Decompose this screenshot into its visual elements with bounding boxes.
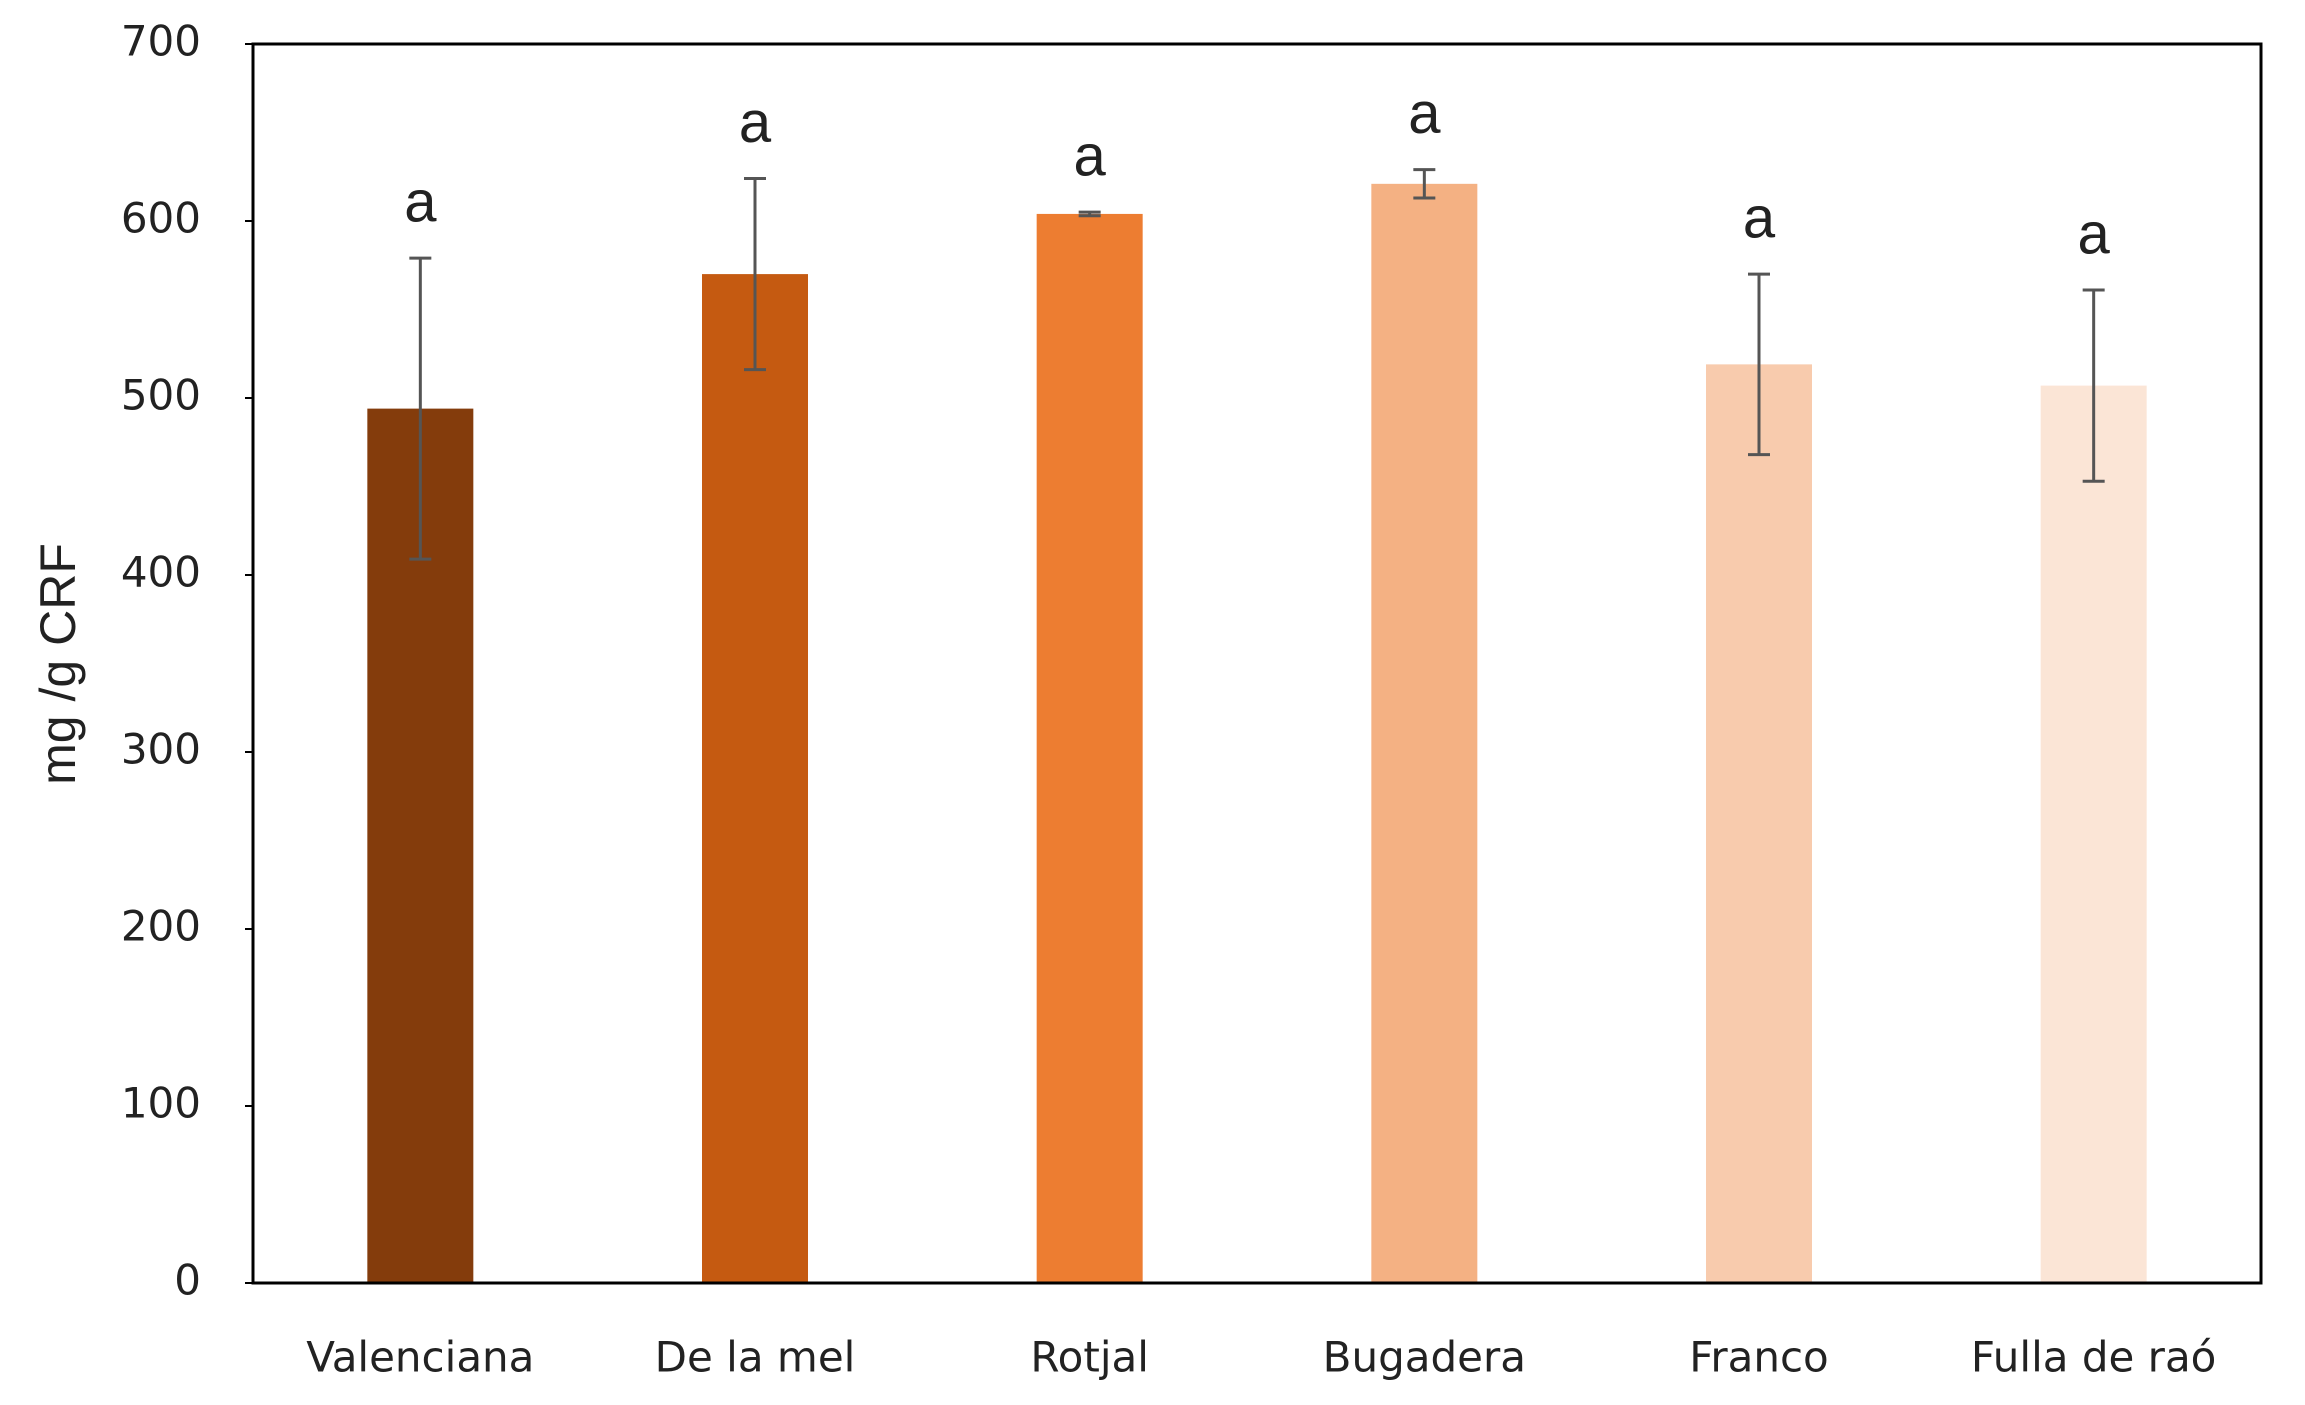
- error-bar: [1748, 272, 1770, 457]
- y-tick-label: 300: [121, 725, 201, 774]
- significance-letter: a: [1743, 185, 1776, 250]
- significance-letter: a: [404, 169, 437, 234]
- error-bar: [2082, 288, 2105, 483]
- significance-letter: a: [2078, 201, 2111, 266]
- bar: [2040, 385, 2147, 1283]
- y-tick-label: 600: [121, 194, 201, 243]
- x-tick-label: Franco: [1689, 1333, 1829, 1382]
- error-bar: [744, 177, 766, 372]
- y-tick-label: 100: [121, 1079, 201, 1128]
- x-tick-label: De la mel: [655, 1333, 856, 1382]
- bar: [702, 274, 808, 1284]
- error-bar: [1078, 210, 1101, 218]
- error-bar: [1413, 168, 1436, 200]
- x-tick-label: Fulla de raó: [1971, 1333, 2216, 1382]
- error-bar: [409, 256, 432, 561]
- bar: [1371, 183, 1478, 1284]
- significance-letter: a: [1074, 123, 1107, 188]
- bar: [1036, 213, 1143, 1283]
- y-tick-label: 700: [121, 17, 201, 66]
- y-tick-label: 500: [121, 371, 201, 420]
- significance-letter: a: [1408, 81, 1441, 146]
- bar: [1706, 364, 1812, 1283]
- x-tick-label: Valenciana: [306, 1333, 534, 1382]
- plot-frame: [251, 42, 2263, 1285]
- y-tick-label: 400: [121, 548, 201, 597]
- y-axis-label: mg /g CRF: [30, 543, 86, 785]
- y-tick-label: 0: [174, 1256, 201, 1305]
- y-tick-label: 200: [121, 902, 201, 951]
- significance-letter: a: [739, 90, 772, 155]
- x-tick-label: Bugadera: [1323, 1333, 1526, 1382]
- x-tick-label: Rotjal: [1030, 1333, 1149, 1382]
